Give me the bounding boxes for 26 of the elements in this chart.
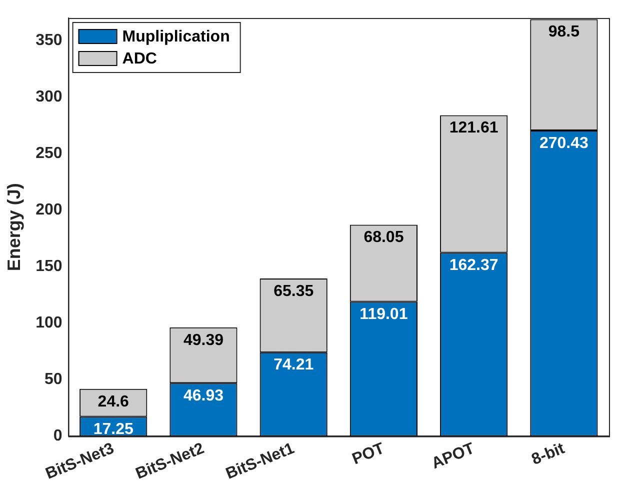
y-tick-label: 50 <box>44 371 62 388</box>
y-axis-title: Energy (J) <box>4 183 24 272</box>
data-label: 119.01 <box>360 306 408 324</box>
data-label: 17.25 <box>93 421 134 438</box>
x-tick-label: POT <box>350 440 388 468</box>
data-label: 270.43 <box>539 134 589 152</box>
y-tick-label: 250 <box>36 145 62 162</box>
data-label: 74.21 <box>274 356 314 374</box>
data-label: 46.93 <box>183 388 224 405</box>
data-label: 49.39 <box>183 332 224 349</box>
x-tick-label: 8-bit <box>529 440 568 469</box>
y-tick-label: 100 <box>36 314 62 332</box>
legend-label: ADC <box>122 50 158 68</box>
y-tick-label: 200 <box>36 202 62 219</box>
data-label: 68.05 <box>364 229 404 246</box>
x-tick-label: APOT <box>429 440 478 473</box>
data-label: 24.6 <box>98 393 130 410</box>
data-label: 162.37 <box>449 257 498 274</box>
y-tick-label: 350 <box>36 32 62 50</box>
y-tick-label: 300 <box>36 88 62 106</box>
data-label: 65.35 <box>274 282 314 300</box>
y-tick-label: 0 <box>53 428 62 445</box>
data-label: 98.5 <box>548 24 580 41</box>
legend-label: Mupliplication <box>122 28 230 46</box>
y-tick-label: 150 <box>36 258 62 276</box>
data-label: 121.61 <box>449 120 498 137</box>
